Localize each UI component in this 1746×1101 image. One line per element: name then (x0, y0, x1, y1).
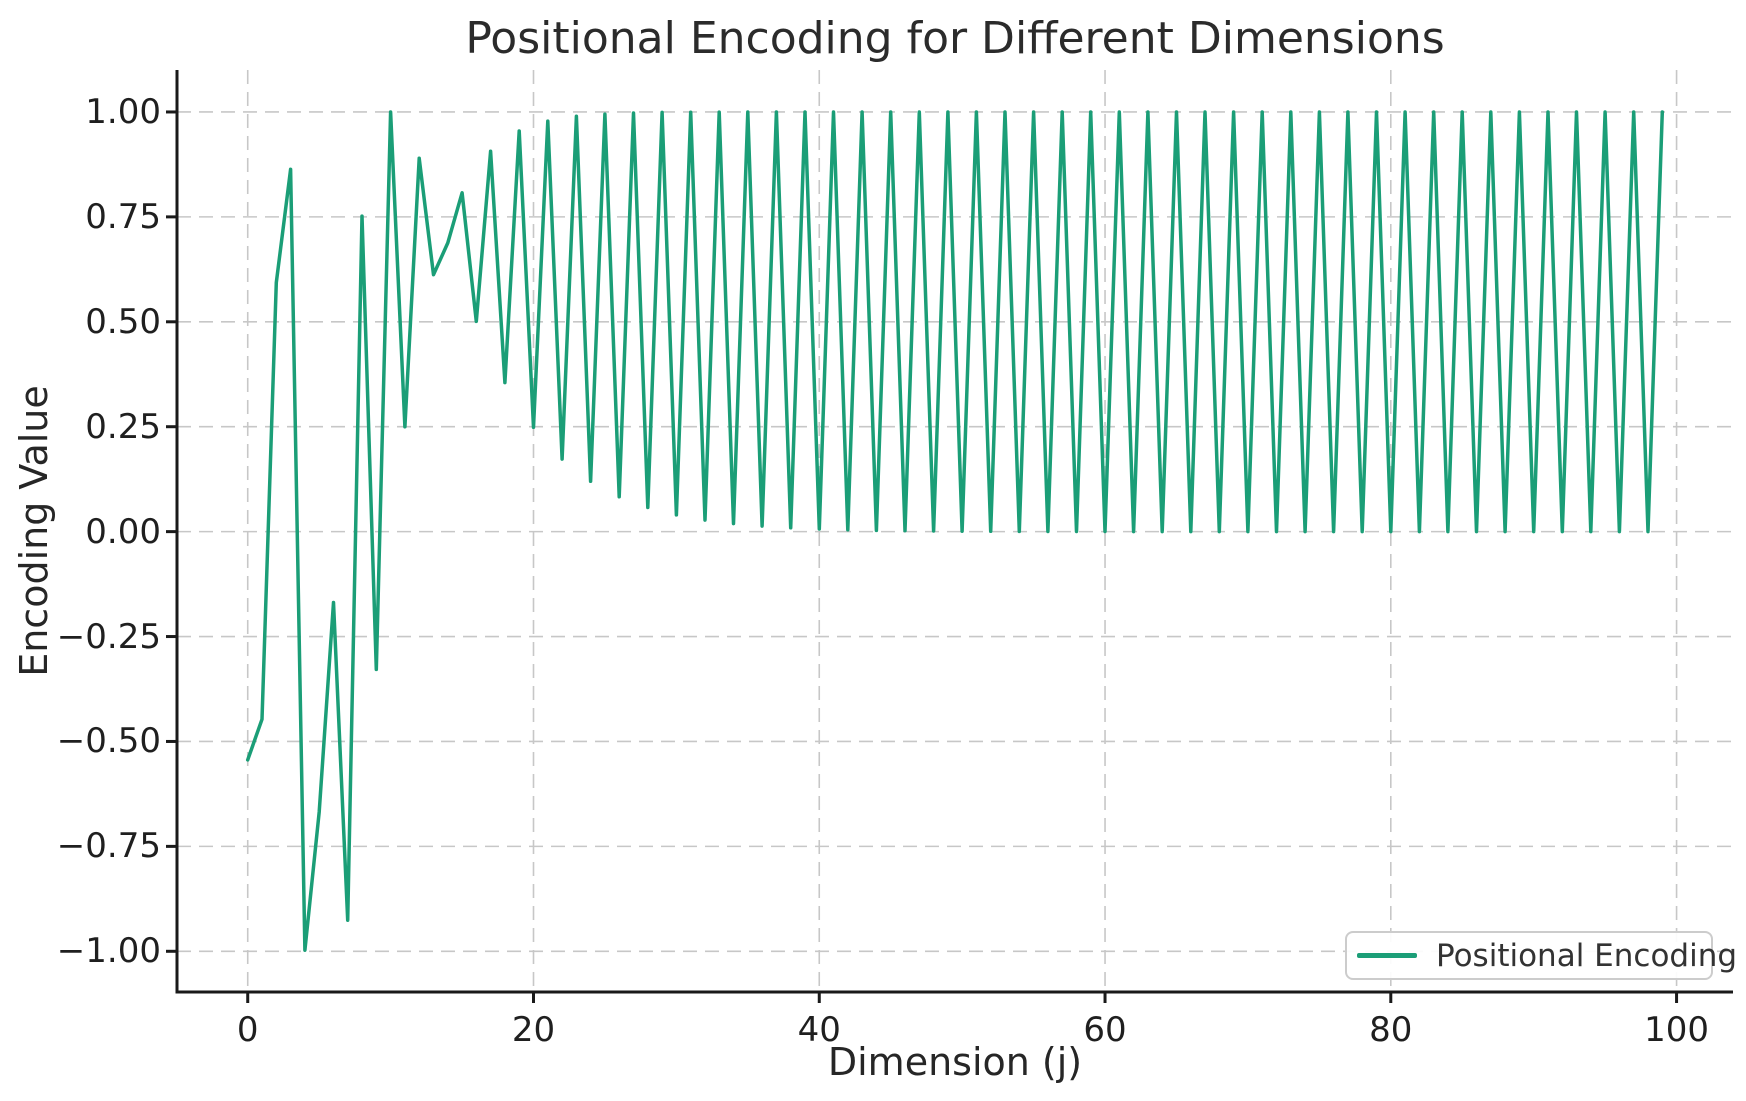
y-tick-label: 1.00 (85, 91, 161, 132)
x-tick-label: 40 (797, 1010, 841, 1050)
chart-title: Positional Encoding for Different Dimens… (465, 13, 1445, 64)
x-tick-label: 0 (236, 1010, 259, 1050)
legend-line-swatch (1357, 953, 1417, 958)
x-tick-label: 80 (1369, 1010, 1413, 1050)
legend: Positional Encoding (1345, 931, 1737, 980)
y-tick-label: −0.25 (56, 616, 161, 657)
y-axis-label: Encoding Value (12, 385, 56, 677)
y-tick-label: 0.00 (85, 511, 161, 552)
x-tick-label: 60 (1083, 1010, 1127, 1050)
data-line-positional-encoding (245, 110, 1665, 952)
x-tick-label: 100 (1644, 1010, 1709, 1050)
y-tick-label: −1.00 (56, 931, 161, 972)
y-tick-label: 0.50 (85, 301, 161, 342)
x-tick-label: 20 (511, 1010, 556, 1050)
x-axis-label: Dimension (j) (827, 1040, 1083, 1084)
y-tick-label: −0.75 (56, 826, 161, 867)
legend-label: Positional Encoding (1436, 937, 1738, 974)
y-tick-label: 0.75 (85, 196, 161, 237)
y-tick-label: 0.25 (85, 406, 161, 447)
y-tick-label: −0.50 (56, 721, 161, 762)
